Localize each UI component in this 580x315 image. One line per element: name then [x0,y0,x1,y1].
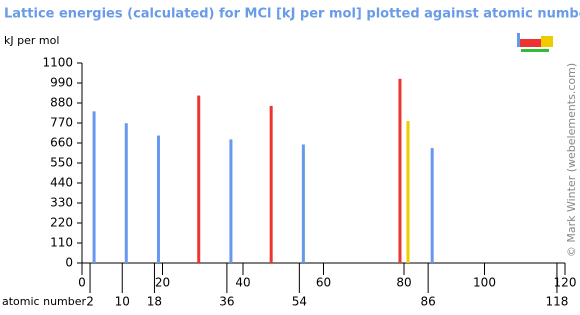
y-tick-label: 770 [50,116,73,130]
y-tick-label: 220 [50,216,73,230]
x2-tick-label: 36 [219,295,234,309]
bar [92,111,96,263]
y-tick-label: 330 [50,196,73,210]
x-tick-label: 60 [316,276,331,290]
y-tick-label: 440 [50,176,73,190]
y-tick-label: 550 [50,156,73,170]
y-tick-label: 1100 [42,56,73,70]
x-tick-label: 0 [78,276,86,290]
credit: © Mark Winter (webelements.com) [565,63,578,257]
x-tick-label: 80 [396,276,411,290]
x2-tick-label: 118 [545,295,568,309]
legend-icon [517,33,553,52]
chart-title: Lattice energies (calculated) for MCl [k… [4,7,580,22]
bar [269,105,273,263]
icon-block [520,39,541,47]
bar [197,95,201,263]
bar [406,121,410,263]
y-tick-label: 880 [50,96,73,110]
bar [229,139,233,263]
x-tick-label: 20 [155,276,170,290]
icon-block [541,36,553,47]
x2-tick-label: 18 [147,295,162,309]
x2-tick-label: 54 [292,295,307,309]
x2-tick-label: 10 [115,295,130,309]
x2-axis-label: atomic number [2,295,87,308]
x2-tick-label: 2 [86,295,94,309]
icon-block [521,49,549,52]
bar [301,144,305,263]
bar [156,135,160,263]
y-tick-label: 990 [50,76,73,90]
x-tick-label: 120 [554,276,577,290]
y-tick-label: 110 [50,236,73,250]
bar [430,148,434,263]
y-axis-label: kJ per mol [4,34,59,47]
x-tick-label: 40 [235,276,250,290]
y-tick-label: 0 [65,256,73,270]
x2-tick-label: 86 [421,295,436,309]
bar [398,78,402,264]
icon-block [517,33,520,47]
x-tick-label: 100 [473,276,496,290]
y-tick-label: 660 [50,136,73,150]
bar [124,123,128,263]
